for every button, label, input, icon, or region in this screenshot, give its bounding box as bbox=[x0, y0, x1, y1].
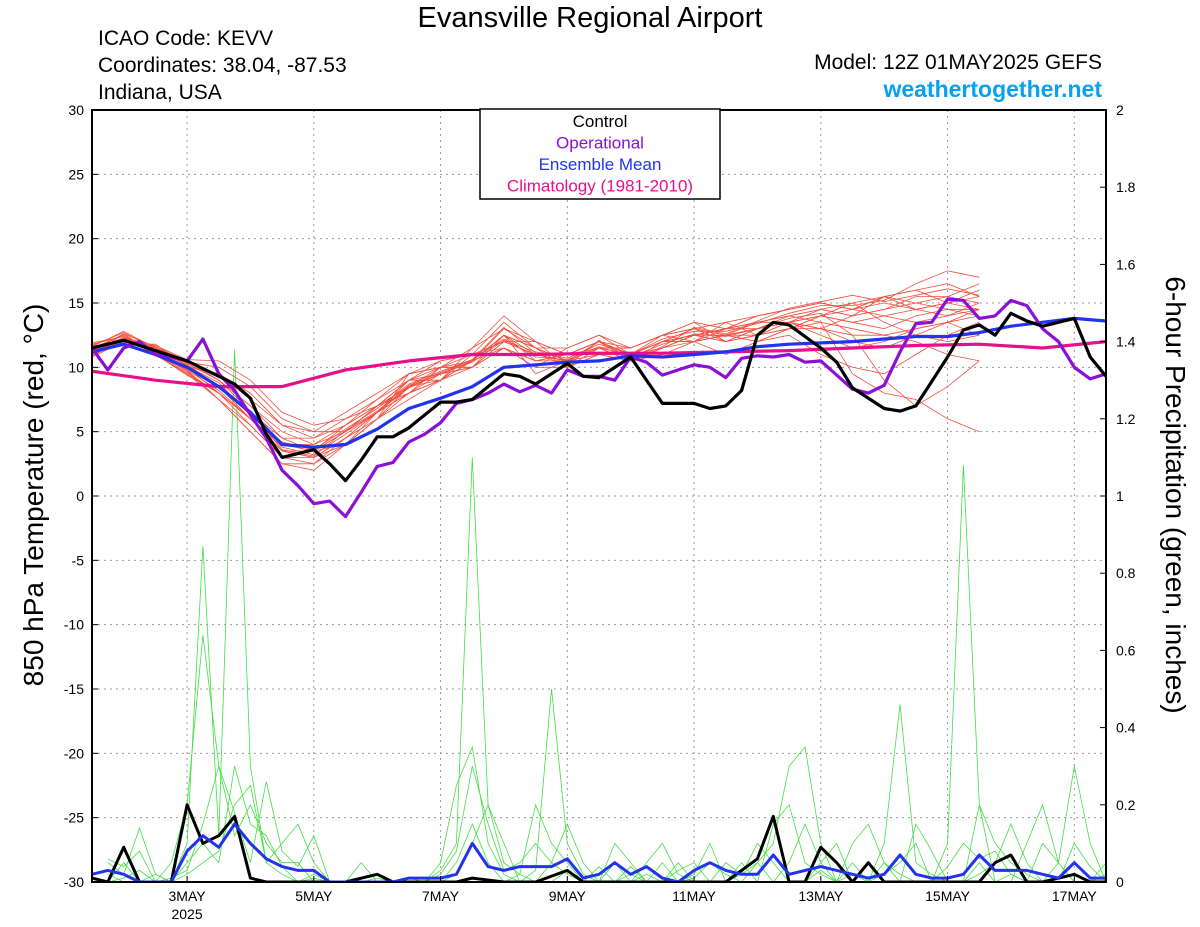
y-tick-label-left: -15 bbox=[64, 681, 84, 697]
plot-border bbox=[91, 109, 1107, 883]
y-tick-label-left: 5 bbox=[76, 424, 84, 440]
y-tick-label-left: 30 bbox=[68, 102, 84, 118]
x-tick-label: 9MAY bbox=[549, 888, 587, 904]
y-tick-label-left: -5 bbox=[72, 552, 85, 568]
y-tick-label-left: -20 bbox=[64, 745, 84, 761]
legend-entry: Control bbox=[573, 112, 628, 131]
y-tick-label-right: 1.8 bbox=[1116, 179, 1136, 195]
y-tick-label-left: 20 bbox=[68, 231, 84, 247]
model-label: Model: 12Z 01MAY2025 GEFS bbox=[814, 51, 1102, 74]
precip-member-line-3 bbox=[107, 766, 1106, 882]
legend: Control Operational Ensemble Mean Climatolo… bbox=[479, 108, 721, 200]
temp-member-line-20 bbox=[92, 270, 980, 456]
y-tick-label-right: 0.8 bbox=[1116, 565, 1136, 581]
x-tick-label: 15MAY bbox=[925, 888, 971, 904]
y-tick-label-left: -25 bbox=[64, 810, 84, 826]
y-tick-label-right: 0.4 bbox=[1116, 720, 1136, 736]
y-tick-label-right: 1.4 bbox=[1116, 334, 1136, 350]
precip-ensemble-mean-line bbox=[92, 822, 1106, 882]
legend-box bbox=[479, 108, 721, 200]
temp-climatology-line bbox=[92, 340, 1106, 389]
x-tick-sublabel: 2025 bbox=[171, 906, 202, 922]
y-tick-label-right: 1.2 bbox=[1116, 411, 1136, 427]
precip-control-line bbox=[92, 803, 1106, 882]
x-tick-label: 17MAY bbox=[1052, 888, 1098, 904]
y-tick-label-left: -10 bbox=[64, 617, 84, 633]
location: Indiana, USA bbox=[98, 81, 222, 104]
temp-control-line bbox=[92, 311, 1106, 483]
temp-member-line-14 bbox=[92, 296, 980, 465]
y-tick-label-left: 10 bbox=[68, 359, 84, 375]
series-group bbox=[92, 270, 1106, 882]
y-tick-label-right: 1.6 bbox=[1116, 256, 1136, 272]
x-tick-label: 3MAY bbox=[169, 888, 207, 904]
precip-member-line-4 bbox=[107, 766, 1106, 882]
y-tick-label-right: 0.6 bbox=[1116, 642, 1136, 658]
temp-member-line-7 bbox=[92, 302, 980, 439]
y-tick-label-left: -30 bbox=[64, 874, 84, 890]
grid bbox=[92, 110, 1106, 882]
x-tick-label: 5MAY bbox=[295, 888, 333, 904]
x-tick-label: 13MAY bbox=[798, 888, 844, 904]
y-tick-label-right: 2 bbox=[1116, 102, 1124, 118]
icao-code: ICAO Code: KEVV bbox=[98, 27, 274, 50]
temp-operational-line bbox=[92, 297, 1106, 519]
y-tick-label-left: 0 bbox=[76, 488, 84, 504]
y-tick-label-right: 1 bbox=[1116, 488, 1124, 504]
y-tick-label-right: 0.2 bbox=[1116, 797, 1136, 813]
temp-member-line-10 bbox=[92, 302, 980, 439]
legend-entry: Climatology (1981-2010) bbox=[507, 177, 693, 196]
legend-entry: Operational bbox=[556, 134, 644, 153]
temp-member-line-1 bbox=[92, 288, 980, 457]
y-tick-label-left: 15 bbox=[68, 295, 84, 311]
y-tick-label-right: 0 bbox=[1116, 874, 1124, 890]
site-link[interactable]: weathertogether.net bbox=[883, 76, 1102, 102]
precip-member-line-5 bbox=[107, 784, 1106, 882]
x-tick-label: 11MAY bbox=[672, 888, 716, 904]
precip-member-line-2 bbox=[107, 634, 1106, 882]
legend-entry: Ensemble Mean bbox=[539, 155, 662, 174]
coordinates: Coordinates: 38.04, -87.53 bbox=[98, 54, 347, 77]
precip-member-line-1 bbox=[107, 349, 1106, 882]
chart-title: Evansville Regional Airport bbox=[417, 2, 763, 34]
y-tick-label-left: 25 bbox=[68, 166, 84, 182]
x-tick-label: 7MAY bbox=[422, 888, 460, 904]
